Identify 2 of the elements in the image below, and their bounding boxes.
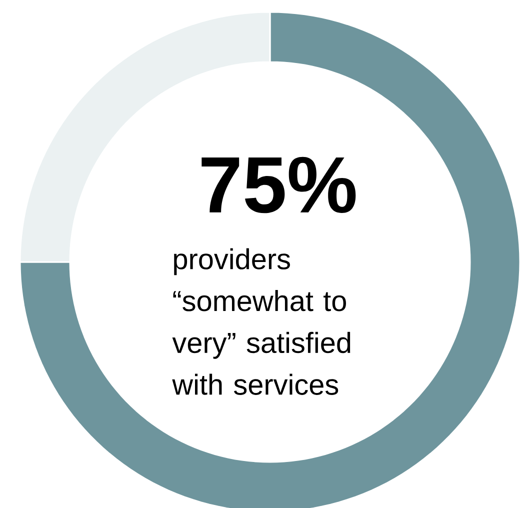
data-label: 75% [202,156,356,214]
text: providers “somewhat to very” satisfied with services [172,248,350,395]
